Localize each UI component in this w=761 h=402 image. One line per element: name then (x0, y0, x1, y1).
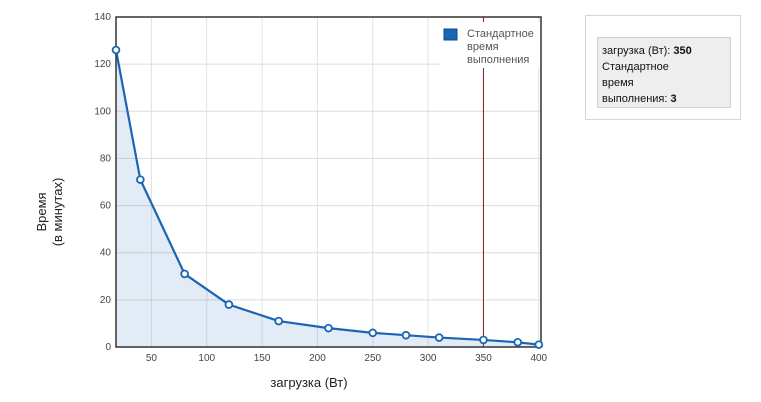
tooltip-x-label: загрузка (Вт): (602, 45, 674, 57)
y-tick-label: 0 (105, 342, 111, 353)
series-line (114, 49, 539, 346)
tooltip-series-label: Стандартное время выполнения: (602, 61, 669, 105)
series-area (116, 50, 539, 347)
y-tick-label: 60 (100, 201, 112, 212)
plot-border (115, 16, 542, 348)
data-point[interactable] (479, 335, 488, 345)
legend-label-line2: время (467, 41, 499, 53)
legend-label-line1: Стандартное (467, 28, 534, 40)
data-point[interactable] (534, 340, 544, 349)
y-axis-title: Время (34, 192, 49, 231)
x-tick-label: 150 (254, 353, 271, 364)
tooltip-content: загрузка (Вт): 350 Стандартное время вып… (597, 37, 731, 108)
series-area-fill (116, 50, 539, 347)
y-tick-label: 120 (94, 59, 111, 70)
data-point[interactable] (401, 330, 411, 340)
legend-label-line3: выполнения (467, 54, 529, 66)
x-tick-label: 350 (475, 353, 492, 364)
y-tick-label: 100 (94, 106, 111, 117)
data-points[interactable] (111, 45, 544, 349)
y-tick-label: 20 (100, 295, 112, 306)
legend[interactable]: Стандартное время выполнения (440, 22, 540, 68)
data-point[interactable] (136, 175, 145, 184)
y-tick-label: 40 (100, 248, 112, 259)
tooltip-series-row: Стандартное время выполнения: 3 (602, 59, 726, 107)
data-point[interactable] (180, 269, 189, 279)
data-point[interactable] (368, 328, 378, 338)
plot-background (116, 17, 541, 347)
data-point[interactable] (224, 300, 234, 309)
x-tick-label: 250 (364, 353, 381, 364)
y-axis-ticks: 0 20 40 60 80 100 120 140 (94, 12, 111, 353)
data-point[interactable] (274, 316, 283, 326)
x-axis-title: загрузка (Вт) (270, 375, 347, 390)
y-axis-subtitle: (в минутах) (50, 178, 65, 247)
data-point[interactable] (324, 323, 333, 333)
tooltip-series-value: 3 (670, 93, 677, 105)
plot-frame (115, 16, 542, 348)
y-tick-label: 140 (94, 12, 111, 23)
tooltip-panel: загрузка (Вт): 350 Стандартное время вып… (585, 15, 741, 120)
x-tick-label: 400 (530, 353, 547, 364)
series-lines (114, 49, 539, 346)
data-point[interactable] (111, 45, 121, 55)
tooltip-x-row: загрузка (Вт): 350 (602, 43, 726, 59)
data-point[interactable] (434, 333, 444, 342)
x-tick-label: 100 (198, 353, 215, 364)
legend-swatch (443, 28, 458, 41)
tooltip-x-value: 350 (673, 45, 692, 57)
y-tick-label: 80 (100, 153, 112, 164)
data-point[interactable] (513, 337, 523, 347)
x-tick-label: 300 (420, 353, 437, 364)
x-tick-label: 50 (146, 353, 158, 364)
x-axis-ticks: 50 100 150 200 250 300 350 400 (146, 353, 548, 364)
x-tick-label: 200 (309, 353, 326, 364)
line-chart: 50 100 150 200 250 300 350 400 0 20 40 60 80 100 120 1… (34, 12, 548, 390)
